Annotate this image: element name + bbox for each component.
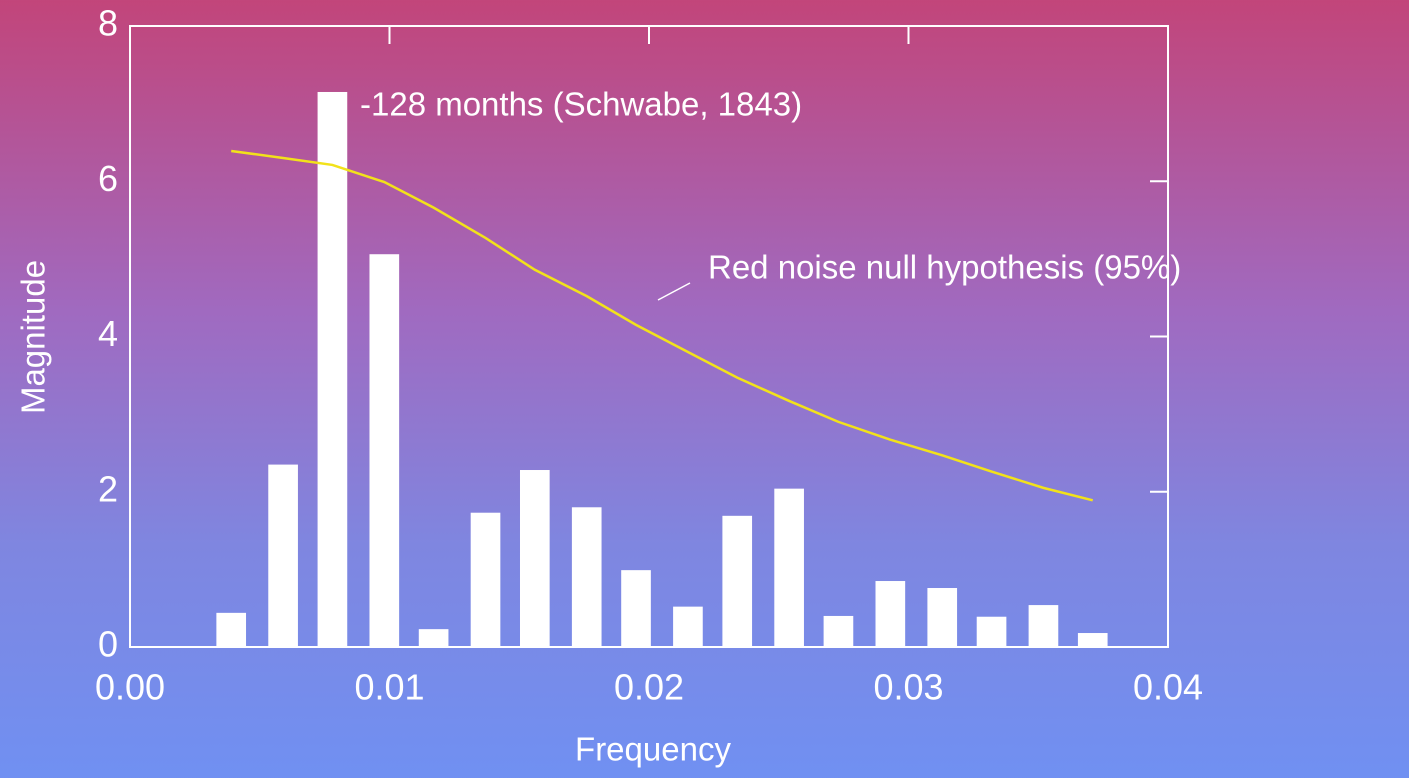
bar (823, 615, 854, 647)
bar (1028, 605, 1059, 647)
annotation-leader (657, 282, 691, 301)
bar (519, 470, 550, 647)
bar (268, 464, 298, 647)
bar (722, 515, 753, 647)
bar (875, 581, 906, 647)
y-tick-label: 2 (98, 468, 118, 509)
bar (216, 612, 247, 647)
y-tick-label: 8 (98, 3, 118, 44)
bar (673, 606, 703, 647)
x-tick-label: 0.03 (873, 667, 943, 708)
y-tick-label: 0 (98, 624, 118, 665)
y-tick-label: 4 (98, 313, 118, 354)
y-tick-label: 6 (98, 158, 118, 199)
bar (774, 488, 804, 647)
bar (927, 588, 958, 647)
x-tick-label: 0.02 (614, 667, 684, 708)
x-tick-label: 0.01 (354, 667, 424, 708)
x-axis-label: Frequency (575, 731, 731, 768)
x-tick-label: 0.00 (95, 667, 165, 708)
bar (369, 254, 400, 647)
bar (571, 507, 602, 647)
x-tick-label: 0.04 (1133, 667, 1203, 708)
annotation: -128 months (Schwabe, 1843) (360, 86, 802, 123)
annotation: Red noise null hypothesis (95%) (708, 249, 1181, 286)
y-axis-label: Magnitude (15, 260, 52, 414)
bar (470, 512, 501, 647)
bar (1077, 633, 1108, 647)
bar (418, 629, 449, 647)
bar (621, 570, 651, 647)
bar (317, 91, 348, 647)
bar (976, 616, 1007, 647)
threshold-line (231, 149, 1094, 502)
